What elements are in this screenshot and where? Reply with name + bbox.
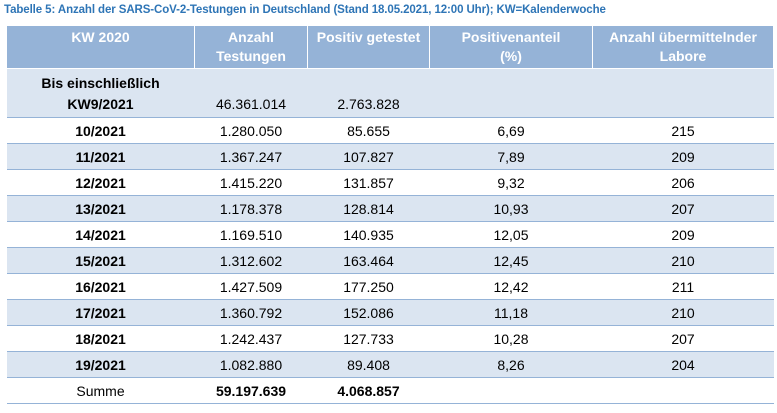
cell-labore: 206	[592, 169, 774, 196]
table-row: 17/2021 1.360.792 152.086 11,18 210	[6, 299, 774, 326]
cell-labore: 207	[592, 195, 774, 222]
table-header: KW 2020 Anzahl Testungen Positiv geteste…	[6, 25, 774, 69]
cell-kw: 16/2021	[6, 273, 195, 300]
cell-positiv: 2.763.828	[307, 68, 430, 118]
cell-anzahl: 1.367.247	[194, 143, 308, 170]
header-anteil-line2: (%)	[500, 48, 522, 64]
cell-positiv: 107.827	[307, 143, 430, 170]
cell-anteil: 6,69	[429, 117, 593, 144]
table-row: 11/2021 1.367.247 107.827 7,89 209	[6, 143, 774, 170]
header-anzahl-line1: Anzahl	[228, 29, 274, 45]
cell-anteil: 11,18	[429, 299, 593, 326]
cell-labore: 207	[592, 325, 774, 352]
cell-positiv: 152.086	[307, 299, 430, 326]
sum-cell-labore	[592, 377, 774, 404]
cell-labore: 204	[592, 351, 774, 378]
table-row: 15/2021 1.312.602 163.464 12,45 210	[6, 247, 774, 274]
cell-anteil: 10,93	[429, 195, 593, 222]
cell-positiv: 177.250	[307, 273, 430, 300]
cell-labore: 210	[592, 299, 774, 326]
header-positiv-label: Positiv getestet	[316, 29, 421, 45]
header-labore-line2: Labore	[659, 48, 707, 64]
table-row: 10/2021 1.280.050 85.655 6,69 215	[6, 117, 774, 144]
table-row: 19/2021 1.082.880 89.408 8,26 204	[6, 351, 774, 378]
header-anzahl-line2: Testungen	[216, 48, 286, 64]
header-anzahl: Anzahl Testungen	[194, 25, 308, 69]
cell-positiv: 131.857	[307, 169, 430, 196]
cell-anzahl: 1.427.509	[194, 273, 308, 300]
cell-kw: 17/2021	[6, 299, 195, 326]
cell-positiv: 128.814	[307, 195, 430, 222]
cell-anzahl: 1.360.792	[194, 299, 308, 326]
cell-kw-line1: Bis einschließlich	[41, 75, 160, 91]
table-caption: Tabelle 5: Anzahl der SARS-CoV-2-Testung…	[4, 4, 606, 16]
cell-positiv: 127.733	[307, 325, 430, 352]
table-row-sum: Summe 59.197.639 4.068.857	[6, 377, 774, 404]
header-kw-label: KW 2020	[71, 29, 130, 45]
cell-anteil: 7,89	[429, 143, 593, 170]
table-row: 14/2021 1.169.510 140.935 12,05 209	[6, 221, 774, 248]
cell-kw: 11/2021	[6, 143, 195, 170]
table-row: 13/2021 1.178.378 128.814 10,93 207	[6, 195, 774, 222]
cell-kw: 10/2021	[6, 117, 195, 144]
cell-anzahl: 1.312.602	[194, 247, 308, 274]
cell-anzahl: 1.242.437	[194, 325, 308, 352]
cell-anzahl: 1.280.050	[194, 117, 308, 144]
header-anteil-line1: Positivenanteil	[461, 29, 561, 45]
cell-kw: 12/2021	[6, 169, 195, 196]
header-kw: KW 2020	[6, 25, 195, 69]
cell-anteil: 12,45	[429, 247, 593, 274]
cell-kw: 13/2021	[6, 195, 195, 222]
cell-positiv: 85.655	[307, 117, 430, 144]
header-labore-line1: Anzahl übermittelnder	[609, 29, 757, 45]
table-row: 18/2021 1.242.437 127.733 10,28 207	[6, 325, 774, 352]
table-body: Bis einschließlich KW9/2021 46.361.014 2…	[6, 68, 774, 404]
cell-anteil: 12,42	[429, 273, 593, 300]
testing-table: KW 2020 Anzahl Testungen Positiv geteste…	[6, 25, 774, 404]
cell-positiv: 140.935	[307, 221, 430, 248]
cell-positiv: 89.408	[307, 351, 430, 378]
cell-anzahl: 46.361.014	[194, 68, 308, 118]
table-row: 16/2021 1.427.509 177.250 12,42 211	[6, 273, 774, 300]
cell-anteil: 12,05	[429, 221, 593, 248]
header-row: KW 2020 Anzahl Testungen Positiv geteste…	[6, 25, 774, 69]
cell-anteil: 10,28	[429, 325, 593, 352]
cell-labore	[592, 68, 774, 118]
header-anteil: Positivenanteil (%)	[429, 25, 593, 69]
cell-anzahl: 1.178.378	[194, 195, 308, 222]
cell-positiv: 163.464	[307, 247, 430, 274]
cell-kw-line2: KW9/2021	[67, 96, 134, 112]
table-row: 12/2021 1.415.220 131.857 9,32 206	[6, 169, 774, 196]
cell-anteil	[429, 68, 593, 118]
cell-kw: Bis einschließlich KW9/2021	[6, 68, 195, 118]
cell-labore: 209	[592, 143, 774, 170]
cell-anteil: 8,26	[429, 351, 593, 378]
sum-cell-anzahl: 59.197.639	[194, 377, 308, 404]
cell-kw: 19/2021	[6, 351, 195, 378]
cell-anzahl: 1.415.220	[194, 169, 308, 196]
header-positiv: Positiv getestet	[307, 25, 430, 69]
cell-labore: 211	[592, 273, 774, 300]
cell-anteil: 9,32	[429, 169, 593, 196]
header-labore: Anzahl übermittelnder Labore	[592, 25, 774, 69]
cell-kw: 18/2021	[6, 325, 195, 352]
cell-labore: 215	[592, 117, 774, 144]
cell-anzahl: 1.169.510	[194, 221, 308, 248]
sum-cell-anteil	[429, 377, 593, 404]
sum-cell-positiv: 4.068.857	[307, 377, 430, 404]
cell-labore: 209	[592, 221, 774, 248]
sum-cell-label: Summe	[6, 377, 195, 404]
cell-kw: 14/2021	[6, 221, 195, 248]
table-row-cumulative: Bis einschließlich KW9/2021 46.361.014 2…	[6, 68, 774, 118]
cell-labore: 210	[592, 247, 774, 274]
cell-kw: 15/2021	[6, 247, 195, 274]
cell-anzahl: 1.082.880	[194, 351, 308, 378]
